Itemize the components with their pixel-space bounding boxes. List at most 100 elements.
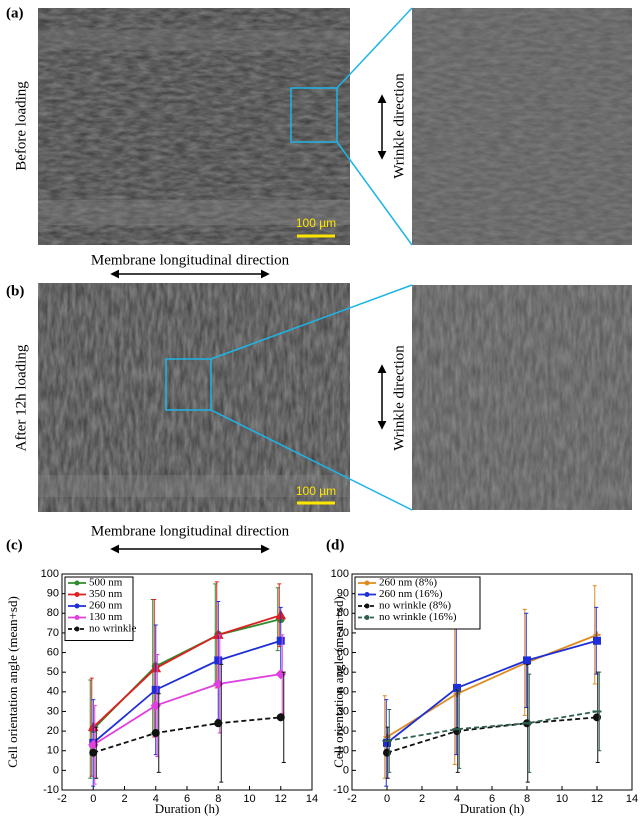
panel-label: (c) bbox=[6, 537, 23, 553]
legend-label: 350 nm bbox=[89, 588, 123, 600]
x-tick-label: 10 bbox=[556, 793, 568, 805]
series-line bbox=[386, 716, 598, 754]
legend-label: no wrinkle (8%) bbox=[379, 600, 451, 612]
legend-label: 260 nm (8%) bbox=[379, 577, 437, 589]
zoom-texture bbox=[412, 285, 632, 510]
y-tick-label: -10 bbox=[333, 784, 349, 796]
zoom-line bbox=[336, 141, 413, 246]
x-tick-label: 2 bbox=[419, 793, 425, 805]
y-tick-label: 30 bbox=[47, 705, 59, 717]
x-tick-label: 14 bbox=[626, 793, 638, 805]
legend-marker bbox=[364, 580, 370, 586]
series-line bbox=[386, 710, 598, 742]
condition-label: Before loading bbox=[13, 81, 29, 171]
x-tick-label: 0 bbox=[90, 793, 96, 805]
x-tick-label: 10 bbox=[243, 793, 255, 805]
marker bbox=[214, 719, 223, 728]
error-cap bbox=[219, 663, 224, 783]
y-tick-label: 10 bbox=[47, 745, 59, 757]
y-tick-label: 60 bbox=[337, 646, 349, 658]
y-tick-label: -10 bbox=[43, 784, 59, 796]
legend-label: no wrinkle bbox=[89, 623, 136, 635]
y-tick-label: 60 bbox=[47, 646, 59, 658]
x-tick-label: 8 bbox=[524, 793, 530, 805]
marker bbox=[276, 713, 285, 722]
x-axis-label: Duration (h) bbox=[460, 801, 525, 816]
wrinkle-label: Wrinkle direction bbox=[391, 345, 407, 451]
series-line bbox=[92, 639, 282, 744]
y-tick-label: 0 bbox=[343, 764, 349, 776]
x-tick-label: -2 bbox=[57, 793, 67, 805]
x-tick-label: 4 bbox=[454, 793, 460, 805]
error-cap bbox=[92, 705, 97, 785]
panel-label: (b) bbox=[6, 283, 24, 299]
y-tick-label: 80 bbox=[337, 607, 349, 619]
marker bbox=[151, 685, 160, 694]
x-tick-label: 2 bbox=[121, 793, 127, 805]
legend-marker bbox=[364, 603, 370, 609]
legend-label: 260 nm (16%) bbox=[379, 588, 443, 600]
y-tick-label: 20 bbox=[47, 725, 59, 737]
error-cap bbox=[525, 663, 530, 783]
y-tick-label: 100 bbox=[331, 568, 349, 580]
y-tick-label: 40 bbox=[337, 686, 349, 698]
marker bbox=[89, 748, 98, 757]
legend-label: no wrinkle (16%) bbox=[379, 611, 457, 623]
error-cap bbox=[384, 699, 389, 787]
marker bbox=[151, 729, 160, 738]
y-axis-label: Cell orientation angle (mean+sd) bbox=[5, 596, 20, 768]
zoom-line bbox=[210, 409, 413, 511]
x-tick-label: 12 bbox=[591, 793, 603, 805]
x-tick-label: 0 bbox=[384, 793, 390, 805]
legend-marker bbox=[364, 592, 370, 597]
legend-marker bbox=[74, 580, 80, 586]
legend-label: 500 nm bbox=[89, 577, 123, 589]
x-tick-label: 6 bbox=[184, 793, 190, 805]
x-tick-label: 4 bbox=[153, 793, 159, 805]
error-cap bbox=[592, 585, 597, 685]
x-tick-label: 8 bbox=[215, 793, 221, 805]
zoom-box bbox=[290, 87, 338, 143]
y-tick-label: 50 bbox=[47, 666, 59, 678]
error-cap bbox=[457, 689, 462, 769]
x-tick-label: 14 bbox=[306, 793, 318, 805]
membrane-label: Membrane longitudinal direction bbox=[91, 252, 290, 268]
marker bbox=[593, 636, 601, 645]
y-tick-label: 0 bbox=[53, 764, 59, 776]
marker bbox=[523, 656, 531, 665]
series-line bbox=[386, 639, 598, 744]
y-tick-label: 70 bbox=[47, 627, 59, 639]
panel-label: (a) bbox=[6, 5, 24, 21]
y-axis-label: Cell orientation angle (mean+sd) bbox=[331, 596, 346, 768]
wrinkle-label: Wrinkle direction bbox=[391, 73, 407, 179]
y-tick-label: 50 bbox=[337, 666, 349, 678]
legend-marker bbox=[74, 592, 80, 597]
series-line bbox=[92, 673, 281, 746]
band bbox=[38, 475, 350, 497]
y-tick-label: 100 bbox=[41, 568, 59, 580]
legend-marker bbox=[74, 615, 80, 620]
y-tick-label: 20 bbox=[337, 725, 349, 737]
zoom-line bbox=[336, 7, 413, 89]
marker bbox=[383, 738, 391, 747]
marker bbox=[214, 656, 223, 665]
series-line bbox=[92, 716, 281, 754]
legend-marker bbox=[74, 626, 80, 632]
micrograph-texture bbox=[38, 283, 350, 512]
y-tick-label: 10 bbox=[337, 745, 349, 757]
y-tick-label: 30 bbox=[337, 705, 349, 717]
error-cap bbox=[522, 608, 527, 716]
membrane-label: Membrane longitudinal direction bbox=[91, 523, 290, 539]
error-cap bbox=[597, 671, 602, 752]
legend-box bbox=[354, 576, 481, 630]
x-tick-label: 12 bbox=[275, 793, 287, 805]
condition-label: After 12h loading bbox=[13, 344, 29, 451]
zoom-line bbox=[210, 284, 413, 360]
y-tick-label: 40 bbox=[47, 686, 59, 698]
x-tick-label: 6 bbox=[489, 793, 495, 805]
error-cap bbox=[527, 673, 532, 773]
error-cap bbox=[91, 699, 96, 787]
legend-marker bbox=[74, 603, 80, 609]
error-cap bbox=[94, 726, 99, 779]
